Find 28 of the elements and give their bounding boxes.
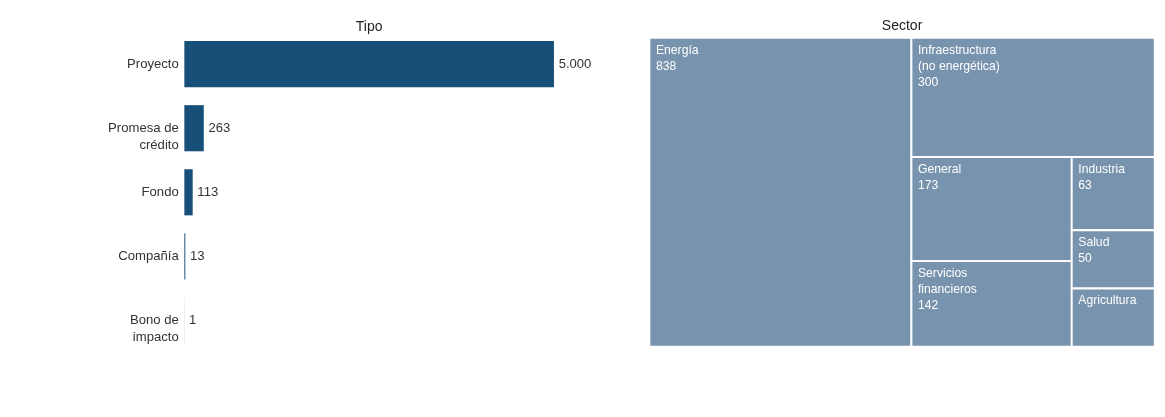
data-label: 173 xyxy=(917,177,939,192)
y-tick-label: Proyecto xyxy=(127,55,179,71)
category-label: Industria xyxy=(1078,161,1126,176)
category-label: General xyxy=(917,161,962,176)
data-label: 50 xyxy=(1078,251,1093,266)
bar xyxy=(184,169,193,216)
chart-title: Tipo xyxy=(355,18,383,35)
y-tick-label: Promesa de crédito xyxy=(108,119,179,152)
text: Sector xyxy=(881,17,923,34)
bar xyxy=(184,105,204,152)
category-label: Servicios financieros xyxy=(917,266,977,296)
y-tick-label: Fondo xyxy=(141,184,179,200)
category-label: Energía xyxy=(655,42,699,57)
data-label: 300 xyxy=(917,74,939,89)
y-tick-label: Compañía xyxy=(118,248,180,264)
data-label: 838 xyxy=(655,58,677,73)
bar xyxy=(184,41,554,88)
data-label: 142 xyxy=(917,297,939,312)
y-tick-label: Bono de impacto xyxy=(129,312,179,345)
data-label: 63 xyxy=(1078,177,1093,192)
data-label: 1 xyxy=(189,312,197,328)
category-label: Infraestructura (no energética) xyxy=(917,42,1000,73)
data-label: 13 xyxy=(189,248,205,264)
data-label: 5.000 xyxy=(558,55,592,71)
category-label: Salud xyxy=(1078,235,1110,250)
category-label: Agricultura xyxy=(1078,293,1137,308)
data-label: 113 xyxy=(197,184,219,200)
data-label: 263 xyxy=(208,119,231,135)
